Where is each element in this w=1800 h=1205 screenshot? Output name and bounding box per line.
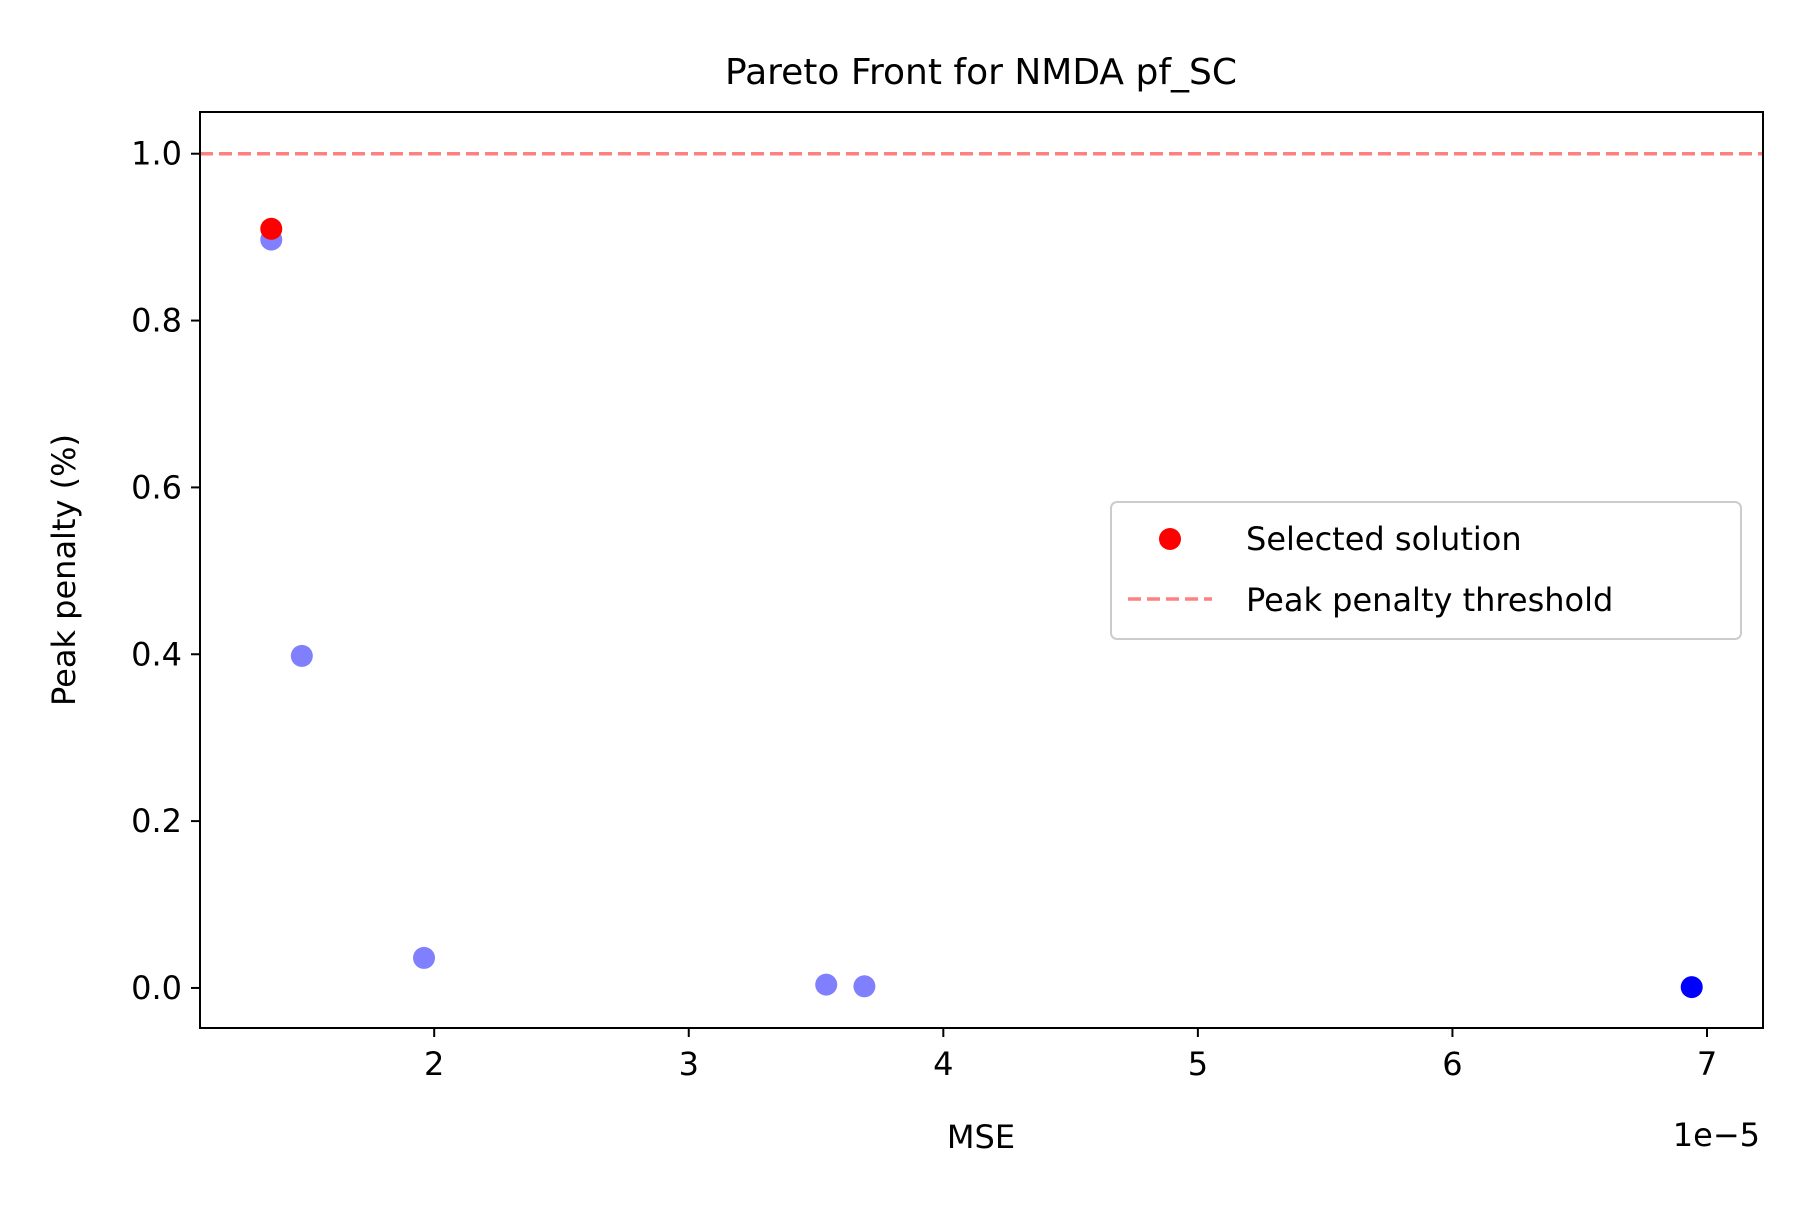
x-tick-label: 2 [424,1045,444,1083]
x-tick-label: 6 [1442,1045,1462,1083]
x-axis-offset-text: 1e−5 [1673,1116,1760,1154]
pareto-point [413,946,436,969]
legend-label-selected-solution: Selected solution [1246,520,1522,558]
selected-solution-point [260,217,283,240]
pareto-point [815,973,838,996]
y-tick-label: 0.4 [131,635,182,673]
pareto-point [290,644,313,667]
y-tick-label: 0.6 [131,468,182,506]
x-axis-ticks: 2 3 4 5 6 7 [424,1028,1717,1083]
x-tick-label: 3 [679,1045,699,1083]
data-marks [260,217,1703,999]
x-tick-label: 5 [1188,1045,1208,1083]
x-tick-label: 7 [1697,1045,1717,1083]
y-axis-label: Peak penalty (%) [45,434,83,706]
legend-box [1110,501,1742,640]
y-axis-ticks: 0.0 0.2 0.4 0.6 0.8 1.0 [131,135,200,1007]
y-tick-label: 1.0 [131,135,182,173]
legend: Selected solution Peak penalty threshold [1110,501,1742,640]
legend-marker-selected-solution [1159,528,1181,550]
pareto-point [1680,976,1703,999]
axes-frame [199,111,1764,1029]
legend-label-peak-penalty-threshold: Peak penalty threshold [1246,581,1613,619]
x-tick-label: 4 [933,1045,953,1083]
y-tick-label: 0.8 [131,302,182,340]
y-tick-label: 0.2 [131,802,182,840]
y-tick-label: 0.0 [131,969,182,1007]
pareto-point [853,975,876,998]
chart-title: Pareto Front for NMDA pf_SC [725,52,1237,93]
x-axis-label: MSE [947,1118,1015,1156]
